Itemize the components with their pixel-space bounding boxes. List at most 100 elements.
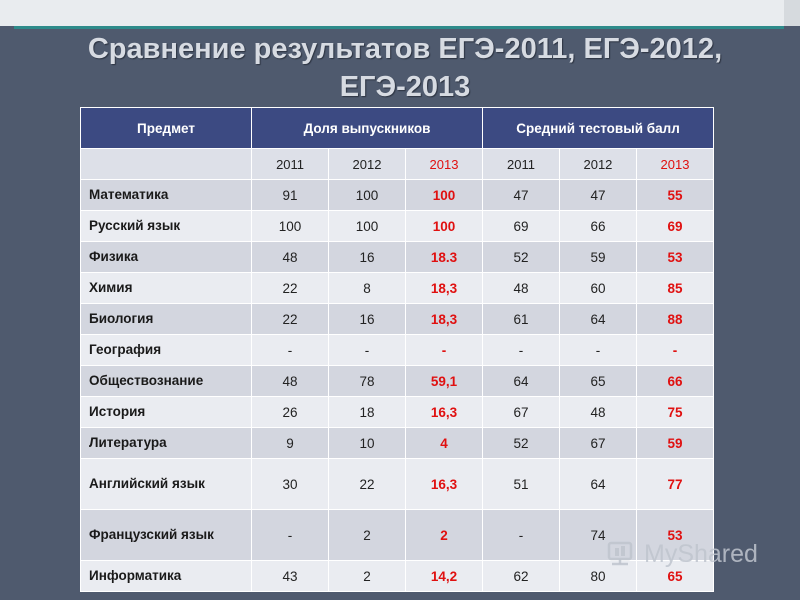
value-cell: 48 — [482, 272, 560, 304]
value-cell: 64 — [558, 303, 637, 335]
value-cell: 52 — [482, 241, 560, 273]
value-cell: 14,2 — [405, 560, 483, 592]
year-cell: 2012 — [558, 148, 637, 180]
value-cell: 64 — [482, 365, 560, 397]
year-cell: 2013 — [635, 148, 715, 180]
value-cell: - — [482, 509, 560, 561]
table-years-row: 2011 2012 2013 2011 2012 2013 — [79, 148, 715, 180]
slide-top-band — [0, 0, 800, 26]
table-row: Литература 9 10 4 52 67 59 — [79, 427, 715, 459]
table-row: Английский язык 30 22 16,3 51 64 77 — [79, 458, 715, 510]
value-cell: 53 — [635, 509, 715, 561]
value-cell: - — [251, 334, 330, 366]
value-cell: 16 — [328, 241, 406, 273]
value-cell: 26 — [251, 396, 330, 428]
subject-cell: История — [79, 396, 253, 428]
value-cell: 65 — [635, 560, 715, 592]
table-row: История 26 18 16,3 67 48 75 — [79, 396, 715, 428]
value-cell: 22 — [328, 458, 406, 510]
year-cell: 2012 — [328, 148, 406, 180]
value-cell: 18.3 — [405, 241, 483, 273]
value-cell: - — [405, 334, 483, 366]
value-cell: 67 — [558, 427, 637, 459]
value-cell: 65 — [558, 365, 637, 397]
subject-cell: Обществознание — [79, 365, 253, 397]
value-cell: 85 — [635, 272, 715, 304]
value-cell: 69 — [482, 210, 560, 242]
subject-cell: Французский язык — [79, 509, 253, 561]
table-row: Обществознание 48 78 59,1 64 65 66 — [79, 365, 715, 397]
value-cell: 100 — [405, 210, 483, 242]
value-cell: 16 — [328, 303, 406, 335]
value-cell: 2 — [328, 509, 406, 561]
value-cell: 48 — [251, 241, 330, 273]
value-cell: 100 — [251, 210, 330, 242]
subject-cell: География — [79, 334, 253, 366]
watermark-text: MyShared — [644, 539, 758, 568]
value-cell: 43 — [251, 560, 330, 592]
value-cell: 78 — [328, 365, 406, 397]
subject-cell: Русский язык — [79, 210, 253, 242]
year-cell: 2011 — [251, 148, 330, 180]
value-cell: 18,3 — [405, 272, 483, 304]
value-cell: 75 — [635, 396, 715, 428]
slide-title-line-1: Сравнение результатов ЕГЭ-2011, ЕГЭ-2012… — [87, 33, 723, 65]
table-header-row: Предмет Доля выпускников Средний тестовы… — [79, 107, 714, 149]
slide-corner — [784, 0, 800, 26]
value-cell: 47 — [558, 179, 637, 211]
value-cell: 22 — [251, 272, 330, 304]
value-cell: 4 — [405, 427, 483, 459]
value-cell: 18,3 — [405, 303, 483, 335]
value-cell: 59 — [635, 427, 715, 459]
value-cell: 47 — [482, 179, 560, 211]
value-cell: 30 — [251, 458, 330, 510]
value-cell: 67 — [482, 396, 560, 428]
subject-cell: Математика — [79, 179, 253, 211]
value-cell: 100 — [328, 210, 406, 242]
value-cell: 59,1 — [405, 365, 483, 397]
subject-cell: Английский язык — [79, 458, 253, 510]
value-cell: 100 — [405, 179, 483, 211]
table-row: Биология 22 16 18,3 61 64 88 — [79, 303, 715, 335]
value-cell: - — [635, 334, 715, 366]
value-cell: - — [482, 334, 560, 366]
value-cell: 10 — [328, 427, 406, 459]
value-cell: 16,3 — [405, 458, 483, 510]
slide-accent-line — [14, 26, 784, 29]
table-row: Химия 22 8 18,3 48 60 85 — [79, 272, 715, 304]
years-row-blank — [79, 148, 253, 180]
header-share: Доля выпускников — [251, 107, 483, 149]
watermark: MyShared — [606, 536, 758, 572]
subject-cell: Химия — [79, 272, 253, 304]
value-cell: 77 — [635, 458, 715, 510]
value-cell: 100 — [328, 179, 406, 211]
value-cell: 16,3 — [405, 396, 483, 428]
table-body: Математика 91 100 100 47 47 55 Русский язык 100 1… — [79, 179, 715, 592]
value-cell: 61 — [482, 303, 560, 335]
table-row: Русский язык 100 100 100 69 66 69 — [79, 210, 715, 242]
value-cell: 66 — [558, 210, 637, 242]
myshared-logo-icon — [607, 541, 633, 566]
value-cell: 18 — [328, 396, 406, 428]
value-cell: 60 — [558, 272, 637, 304]
value-cell: 88 — [635, 303, 715, 335]
value-cell: 48 — [558, 396, 637, 428]
value-cell: 8 — [328, 272, 406, 304]
value-cell: 51 — [482, 458, 560, 510]
year-cell: 2011 — [482, 148, 560, 180]
year-cell: 2013 — [405, 148, 483, 180]
value-cell: 62 — [482, 560, 560, 592]
results-table: Предмет Доля выпускников Средний тестовы… — [79, 107, 715, 592]
subject-cell: Информатика — [79, 560, 253, 592]
value-cell: 53 — [635, 241, 715, 273]
subject-cell: Физика — [79, 241, 253, 273]
value-cell: 80 — [558, 560, 637, 592]
table-row: География - - - - - - — [79, 334, 715, 366]
value-cell: 2 — [405, 509, 483, 561]
subject-cell: Биология — [79, 303, 253, 335]
header-subject: Предмет — [79, 107, 253, 149]
value-cell: 22 — [251, 303, 330, 335]
value-cell: - — [251, 509, 330, 561]
value-cell: 59 — [558, 241, 637, 273]
table-row: Математика 91 100 100 47 47 55 — [79, 179, 715, 211]
